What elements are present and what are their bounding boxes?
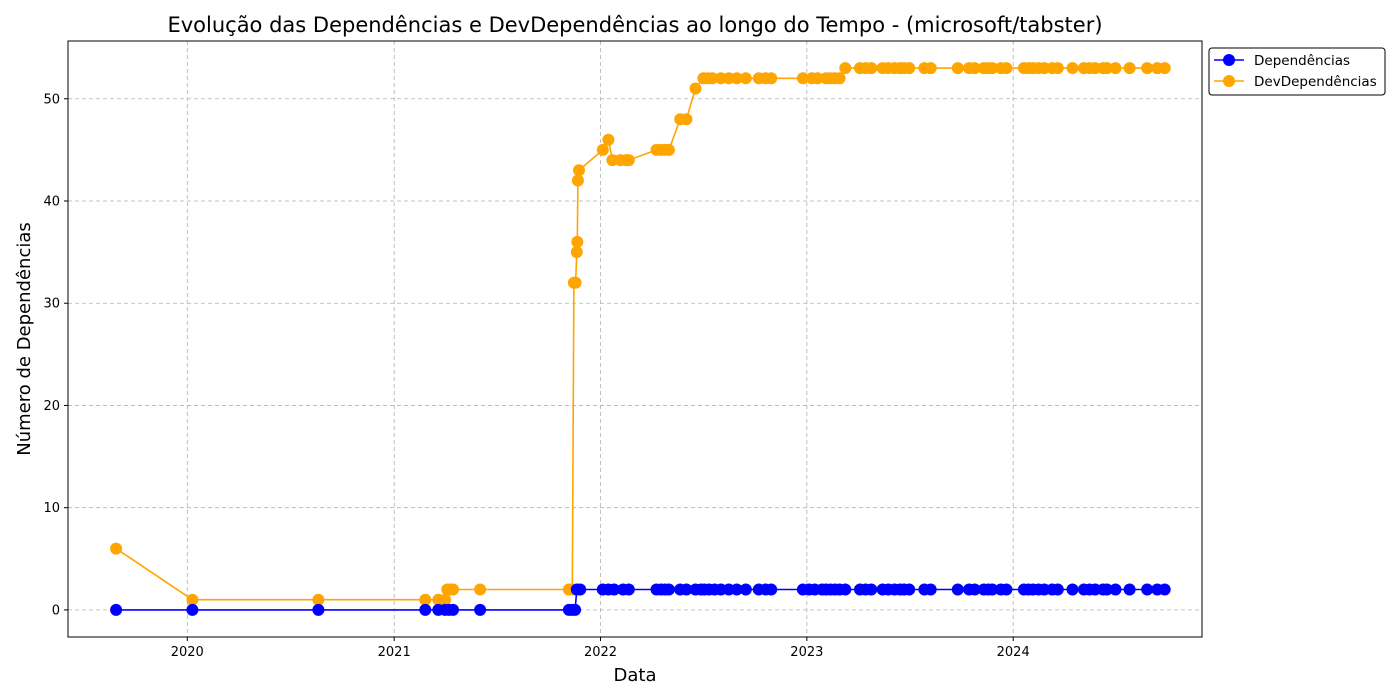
data-point-dependencias xyxy=(662,583,675,596)
data-point-dependencias xyxy=(110,603,123,616)
legend-label-dependencias: Dependências xyxy=(1254,53,1350,69)
data-point-dependencias xyxy=(1101,583,1113,596)
x-tick-label: 2023 xyxy=(790,645,823,660)
data-point-devdependencias xyxy=(570,246,583,259)
data-point-devdependencias xyxy=(662,143,675,156)
data-point-devdependencias xyxy=(903,62,916,75)
data-point-devdependencias xyxy=(474,583,487,596)
data-point-devdependencias xyxy=(1101,62,1113,75)
data-point-dependencias xyxy=(186,603,199,616)
data-point-dependencias xyxy=(1051,583,1064,596)
data-point-dependencias xyxy=(1000,583,1013,596)
data-point-devdependencias xyxy=(602,133,615,146)
legend-marker-devdependencias xyxy=(1223,75,1235,87)
data-point-devdependencias xyxy=(1141,62,1154,75)
data-point-devdependencias xyxy=(796,72,809,85)
data-point-devdependencias xyxy=(186,593,199,606)
data-point-devdependencias xyxy=(569,276,582,289)
data-point-devdependencias xyxy=(439,593,452,606)
data-point-devdependencias xyxy=(1123,62,1136,75)
data-point-dependencias xyxy=(419,603,432,616)
data-point-devdependencias xyxy=(1066,62,1079,75)
data-point-devdependencias xyxy=(571,235,584,248)
y-tick-label: 10 xyxy=(43,501,60,516)
data-point-devdependencias xyxy=(573,164,585,177)
x-tick-label: 2021 xyxy=(378,645,411,660)
data-point-devdependencias xyxy=(968,62,981,75)
plot-frame xyxy=(67,40,1203,638)
data-point-dependencias xyxy=(474,603,487,616)
axis-ticks: 2020 2021 2022 2023 2024 0 10 20 30 40 50 xyxy=(43,92,1029,660)
data-point-dependencias xyxy=(951,583,964,596)
data-point-devdependencias xyxy=(110,542,123,555)
data-point-devdependencias xyxy=(622,154,635,167)
data-point-dependencias xyxy=(730,583,743,596)
data-point-devdependencias xyxy=(765,72,778,85)
data-point-dependencias xyxy=(569,603,582,616)
data-point-devdependencias xyxy=(833,72,846,85)
y-tick-label: 50 xyxy=(43,92,60,107)
data-point-dependencias xyxy=(968,583,981,596)
data-point-devdependencias xyxy=(986,62,999,75)
data-point-dependencias xyxy=(765,583,778,596)
data-point-devdependencias xyxy=(447,583,459,596)
y-tick-label: 0 xyxy=(52,603,60,618)
data-point-devdependencias xyxy=(730,72,743,85)
y-axis-label: Número de Dependências xyxy=(14,222,35,456)
grid xyxy=(68,41,1202,637)
data-point-dependencias xyxy=(1066,583,1079,596)
data-point-devdependencias xyxy=(924,62,937,75)
data-point-dependencias xyxy=(312,603,325,616)
data-point-dependencias xyxy=(1123,583,1136,596)
data-point-dependencias xyxy=(903,583,916,596)
x-tick-label: 2024 xyxy=(997,645,1030,660)
data-point-devdependencias xyxy=(811,72,824,85)
x-tick-label: 2022 xyxy=(584,645,617,660)
data-point-devdependencias xyxy=(419,593,432,606)
data-point-dependencias xyxy=(1158,583,1171,596)
data-point-devdependencias xyxy=(571,174,584,187)
data-point-devdependencias xyxy=(596,143,609,156)
data-point-devdependencias xyxy=(1051,62,1064,75)
data-point-dependencias xyxy=(622,583,635,596)
data-point-devdependencias xyxy=(839,62,852,75)
legend-label-devdependencias: DevDependências xyxy=(1254,74,1377,90)
data-point-dependencias xyxy=(986,583,999,596)
y-tick-label: 20 xyxy=(43,399,60,414)
data-point-dependencias xyxy=(447,603,459,616)
data-point-devdependencias xyxy=(689,82,702,95)
data-point-devdependencias xyxy=(680,113,693,126)
data-point-dependencias xyxy=(574,583,587,596)
data-point-devdependencias xyxy=(312,593,325,606)
x-axis-label: Data xyxy=(614,665,657,686)
legend: Dependências DevDependências xyxy=(1208,47,1386,96)
data-point-devdependencias xyxy=(865,62,878,75)
data-point-devdependencias xyxy=(1000,62,1013,75)
chart-title: Evolução das Dependências e DevDependênc… xyxy=(167,13,1102,37)
data-point-dependencias xyxy=(608,583,621,596)
x-tick-label: 2020 xyxy=(171,645,204,660)
data-point-dependencias xyxy=(1109,583,1122,596)
data-point-devdependencias xyxy=(1109,62,1122,75)
data-point-dependencias xyxy=(680,583,693,596)
data-point-dependencias xyxy=(865,583,878,596)
data-point-dependencias xyxy=(924,583,937,596)
y-tick-label: 30 xyxy=(43,297,60,312)
legend-box xyxy=(1208,47,1386,96)
data-point-devdependencias xyxy=(1158,62,1171,75)
data-point-dependencias xyxy=(1141,583,1154,596)
series-points xyxy=(110,62,1171,616)
legend-marker-dependencias xyxy=(1223,54,1235,66)
data-point-devdependencias xyxy=(706,72,719,85)
data-point-devdependencias xyxy=(739,72,752,85)
y-tick-label: 40 xyxy=(43,194,60,209)
data-point-dependencias xyxy=(839,583,852,596)
data-point-devdependencias xyxy=(951,62,964,75)
data-point-dependencias xyxy=(739,583,752,596)
